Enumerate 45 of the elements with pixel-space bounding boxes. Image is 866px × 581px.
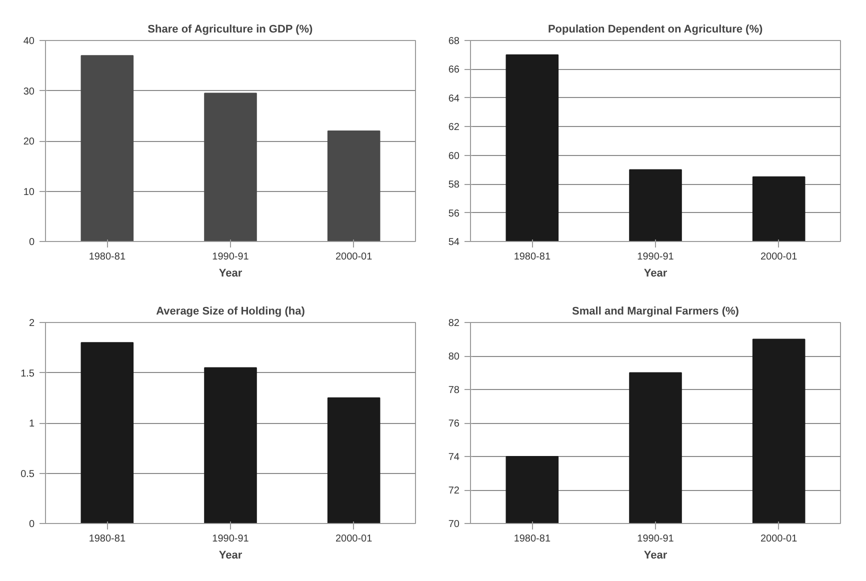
x-tick-label: 1980-81 <box>88 252 126 262</box>
chart-title: Population Dependent on Agriculture (%) <box>548 24 763 36</box>
y-tick-label: 1 <box>28 418 35 430</box>
y-tick-label: 54 <box>448 237 460 248</box>
y-tick-label: 78 <box>448 385 460 396</box>
y-tick-label: 1.5 <box>20 368 35 380</box>
y-tick-label: 56 <box>448 208 460 220</box>
y-tick-label: 82 <box>448 318 460 329</box>
y-tick-label: 62 <box>448 122 460 134</box>
x-axis-title: Year <box>218 268 243 280</box>
x-tick-label: 1990-91 <box>637 252 674 262</box>
y-tick-label: 2 <box>28 318 35 329</box>
y-tick-label: 30 <box>23 86 35 98</box>
x-tick-label: 2000-01 <box>335 534 373 544</box>
x-tick-label: 1980-81 <box>514 252 551 262</box>
y-tick-label: 68 <box>448 36 460 47</box>
x-axis-title: Year <box>218 550 243 562</box>
chart-title: Small and Marginal Farmers (%) <box>572 306 740 318</box>
x-tick-label: 1990-91 <box>212 534 250 544</box>
y-tick-label: 20 <box>23 136 35 148</box>
x-tick-label: 1990-91 <box>212 252 250 262</box>
x-tick-label: 2000-01 <box>335 252 373 262</box>
y-tick-label: 64 <box>448 93 460 104</box>
x-tick-label: 1980-81 <box>88 534 126 544</box>
x-tick-label: 1980-81 <box>514 534 551 544</box>
y-tick-label: 10 <box>23 186 35 198</box>
y-tick-label: 76 <box>448 418 460 430</box>
y-tick-label: 70 <box>448 519 460 530</box>
y-tick-label: 0 <box>28 237 35 248</box>
y-tick-label: 80 <box>448 352 460 362</box>
y-tick-label: 0.5 <box>20 468 35 480</box>
y-tick-label: 58 <box>448 180 460 191</box>
x-axis-title: Year <box>644 550 668 562</box>
y-tick-label: 60 <box>448 150 460 162</box>
x-tick-label: 2000-01 <box>760 534 798 544</box>
y-tick-label: 72 <box>448 486 460 496</box>
y-tick-label: 0 <box>28 519 35 530</box>
y-tick-label: 74 <box>448 452 460 463</box>
chart-title: Average Size of Holding (ha) <box>156 306 306 318</box>
chart-title: Share of Agriculture in GDP (%) <box>148 24 314 36</box>
x-tick-label: 1990-91 <box>637 534 674 544</box>
x-axis-title: Year <box>644 268 668 280</box>
x-tick-label: 2000-01 <box>760 252 798 262</box>
y-tick-label: 40 <box>23 36 35 47</box>
y-tick-label: 66 <box>448 64 460 76</box>
